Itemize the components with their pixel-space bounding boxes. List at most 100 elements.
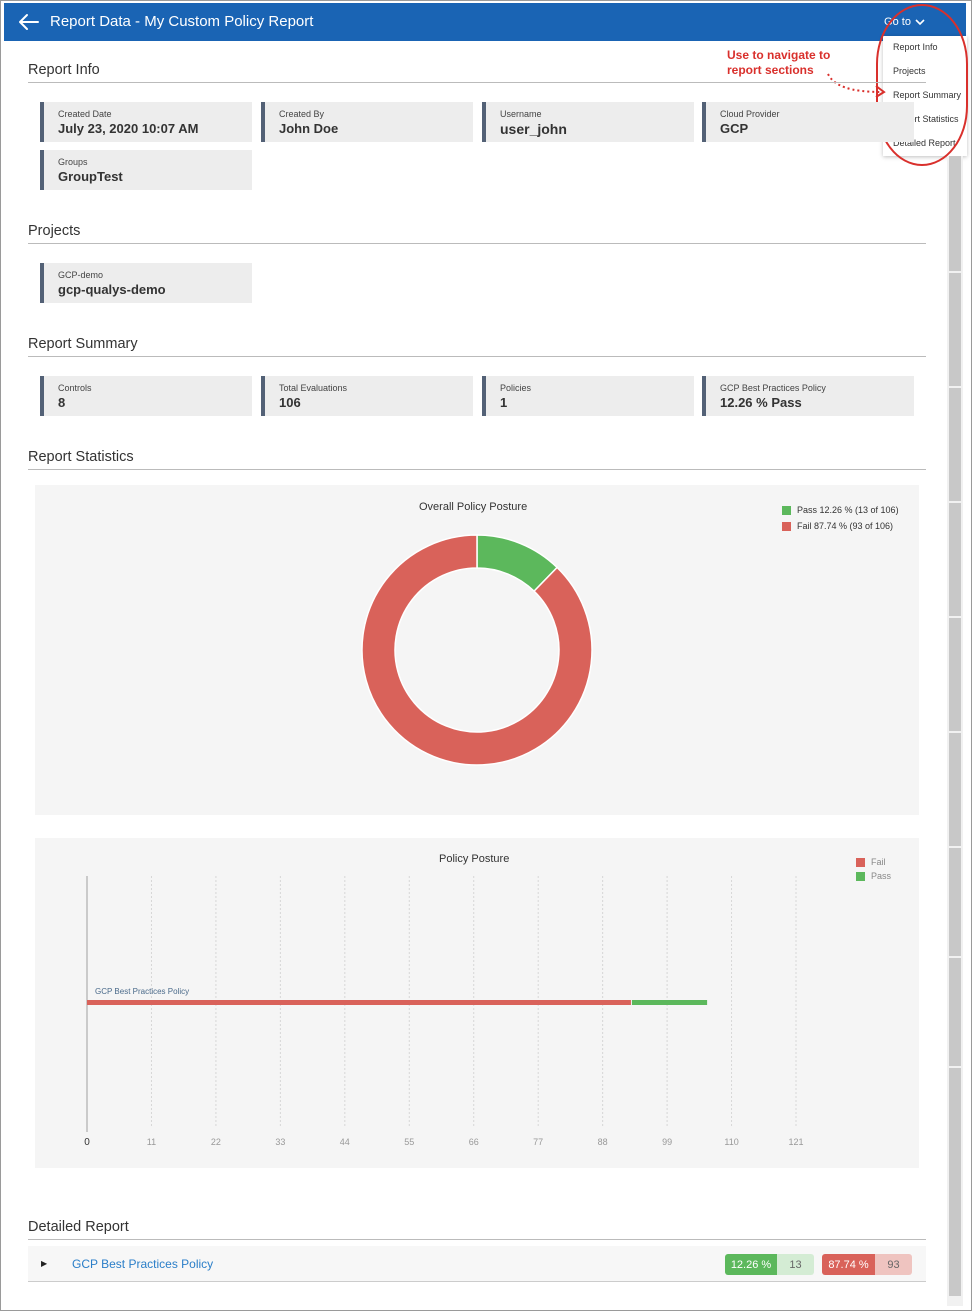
card-value: gcp-qualys-demo (58, 282, 166, 297)
x-tick-label: 33 (275, 1137, 285, 1147)
section-title-report-info: Report Info (28, 62, 100, 78)
section-divider (28, 1239, 926, 1240)
bar-chart: 0 11 22 33 44 55 66 77 88 99 110 121 GCP Best Practi… (84, 876, 804, 1148)
section-divider (28, 82, 926, 83)
section-divider (28, 356, 926, 357)
x-tick-label: 44 (340, 1137, 350, 1147)
scrollbar-divider (947, 731, 963, 733)
fail-percent-badge: 87.74 % (822, 1254, 875, 1275)
x-tick-label: 88 (598, 1137, 608, 1147)
x-tick-label: 0 (84, 1137, 90, 1148)
legend-swatch-pass (782, 505, 791, 515)
card-value: user_john (500, 121, 567, 137)
card-value: 1 (500, 395, 508, 410)
scrollbar-thumb[interactable] (949, 156, 961, 1296)
x-tick-label: 55 (404, 1137, 414, 1147)
scrollbar-divider (947, 271, 963, 273)
info-card-created-by: Created By John Doe (261, 102, 473, 142)
card-label: Groups (58, 157, 88, 167)
annotation-callout: Use to navigate to report sections (727, 48, 830, 78)
scrollbar-divider (947, 1066, 963, 1068)
card-value: 8 (58, 395, 66, 410)
card-label: Username (500, 109, 542, 119)
section-title-projects: Projects (28, 223, 81, 239)
card-label: Total Evaluations (279, 383, 348, 393)
x-tick-label: 11 (147, 1137, 156, 1147)
info-card-created-date: Created Date July 23, 2020 10:07 AM (40, 102, 252, 142)
project-card: GCP-demo gcp-qualys-demo (40, 263, 252, 303)
card-label: Cloud Provider (720, 109, 780, 119)
goto-item-report-summary[interactable]: Report Summary (893, 90, 962, 100)
legend-item-pass[interactable]: Pass (856, 871, 891, 881)
legend-swatch-fail (782, 521, 791, 531)
summary-card-total-evaluations: Total Evaluations 106 (261, 376, 473, 416)
legend-swatch-fail (856, 857, 865, 867)
detail-row[interactable]: ▶ GCP Best Practices Policy 12.26 % 13 8… (28, 1246, 926, 1282)
x-tick-label: 99 (662, 1137, 672, 1147)
app-header: Report Data - My Custom Policy Report (4, 3, 966, 41)
goto-item-report-statistics[interactable]: Report Statistics (893, 114, 959, 124)
card-value: GroupTest (58, 169, 123, 184)
legend-item-fail[interactable]: Fail 87.74 % (93 of 106) (782, 521, 893, 531)
card-value: 106 (279, 395, 301, 410)
pass-percent-badge: 12.26 % (725, 1254, 777, 1275)
policy-posture-chart: Policy Posture Fail Pass 0 11 22 33 44 55 66 77… (35, 838, 919, 1168)
expand-triangle-icon[interactable]: ▶ (41, 1259, 48, 1268)
summary-card-policy-pass: GCP Best Practices Policy 12.26 % Pass (702, 376, 914, 416)
goto-item-report-info[interactable]: Report Info (893, 42, 938, 52)
goto-label: Go to (884, 16, 911, 28)
card-value: 12.26 % Pass (720, 395, 802, 410)
goto-item-detailed-report[interactable]: Detailed Report (893, 138, 956, 148)
card-label: GCP-demo (58, 270, 104, 280)
x-tick-label: 22 (211, 1137, 221, 1147)
bar-segment-fail[interactable] (87, 1000, 631, 1005)
card-label: Created Date (58, 109, 112, 119)
section-title-report-statistics: Report Statistics (28, 449, 134, 465)
x-tick-label: 121 (788, 1137, 803, 1147)
legend-label: Fail 87.74 % (93 of 106) (797, 521, 894, 531)
legend-label: Pass (871, 871, 892, 881)
info-card-cloud-provider: Cloud Provider GCP (702, 102, 914, 142)
overall-posture-chart: Overall Policy Posture Pass 12.26 % (13 … (35, 485, 919, 815)
card-value: July 23, 2020 10:07 AM (58, 121, 199, 136)
annotation-arrow-icon (827, 73, 886, 98)
section-title-report-summary: Report Summary (28, 336, 138, 352)
info-card-username: Username user_john (482, 102, 694, 142)
card-value: GCP (720, 121, 749, 136)
x-tick-label: 66 (469, 1137, 479, 1147)
scrollbar-divider (947, 501, 963, 503)
pass-count-badge: 13 (777, 1254, 814, 1275)
card-value: John Doe (279, 121, 339, 136)
legend-label: Pass 12.26 % (13 of 106) (797, 505, 899, 515)
annotation-line-1: Use to navigate to (727, 48, 831, 62)
goto-button[interactable]: Go to (869, 3, 940, 41)
section-divider (28, 243, 926, 244)
card-label: Policies (500, 383, 532, 393)
scrollbar-divider (947, 616, 963, 618)
legend-item-fail[interactable]: Fail (856, 857, 886, 867)
policy-link[interactable]: GCP Best Practices Policy (72, 1257, 214, 1271)
scrollbar-divider (947, 956, 963, 958)
goto-item-projects[interactable]: Projects (893, 66, 926, 76)
summary-card-policies: Policies 1 (482, 376, 694, 416)
legend-swatch-pass (856, 871, 865, 881)
info-card-groups: Groups GroupTest (40, 150, 252, 190)
vertical-scrollbar[interactable] (947, 156, 963, 1306)
annotation-line-2: report sections (727, 63, 814, 77)
summary-card-controls: Controls 8 (40, 376, 252, 416)
donut-chart (361, 534, 593, 766)
fail-count-badge: 93 (875, 1254, 912, 1275)
legend-item-pass[interactable]: Pass 12.26 % (13 of 106) (782, 505, 899, 515)
section-divider (28, 469, 926, 470)
x-tick-label: 110 (724, 1137, 738, 1147)
category-label: GCP Best Practices Policy (95, 987, 189, 996)
card-label: GCP Best Practices Policy (720, 383, 826, 393)
scrollbar-divider (947, 846, 963, 848)
x-tick-label: 77 (533, 1137, 543, 1147)
legend-label: Fail (871, 857, 886, 867)
bar-segment-pass[interactable] (631, 1000, 708, 1005)
donut-slice-fail[interactable] (361, 534, 593, 766)
chevron-down-icon (915, 19, 925, 26)
page-title: Report Data - My Custom Policy Report (50, 13, 314, 30)
back-arrow-icon[interactable] (16, 12, 40, 32)
